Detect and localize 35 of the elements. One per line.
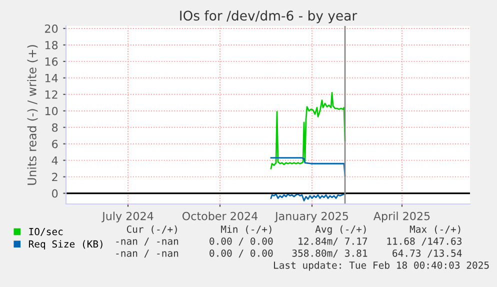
y-tick-label: 8 (52, 123, 58, 132)
line-series (270, 157, 346, 177)
text: Max (-/+) (410, 225, 460, 234)
y-tick-label: 4 (52, 156, 58, 165)
text: -nan / -nan (116, 250, 178, 258)
legend-label: IO/sec (29, 228, 63, 236)
x-tick-label: January 2025 (274, 212, 348, 222)
y-tick-label: 12 (45, 90, 58, 99)
x-tick-label: July 2024 (102, 212, 154, 222)
text: 12.84m/ 7.17 (298, 237, 368, 246)
text: Last update: Tue Feb 18 00:40:03 2025 (274, 261, 489, 271)
x-tick-label: October 2024 (182, 212, 258, 220)
y-tick-label: 2 (52, 172, 58, 182)
text: 0.00 / 0.00 (210, 237, 273, 246)
text: Avg (-/+) (315, 225, 366, 235)
chart-title: IOs for /dev/dm-6 - by year (180, 10, 358, 24)
y-tick-label: 14 (45, 74, 58, 82)
y-axis-title: Units read (-) / write (+) (27, 45, 38, 185)
text: Cur (-/+) (126, 225, 177, 234)
y-tick-label: 16 (45, 57, 58, 66)
line-series (270, 193, 346, 202)
text: 64.73 /13.54 (392, 249, 462, 258)
y-tick-label: 6 (52, 140, 58, 148)
y-tick-label: 10 (45, 106, 58, 116)
text: -nan / -nan (116, 238, 178, 246)
x-tick-label: April 2025 (373, 212, 430, 222)
text: Min (-/+) (221, 225, 272, 234)
text: 0.00 / 0.00 (210, 249, 273, 258)
y-tick-label: 0 (52, 189, 58, 198)
y-tick-label: 18 (45, 40, 58, 50)
line-series (270, 92, 346, 170)
y-tick-label: 20 (45, 24, 58, 33)
text: 11.68 /147.63 (387, 237, 462, 246)
legend-label: Req Size (KB) (28, 240, 102, 250)
text: 358.80m/ 3.81 (292, 249, 368, 258)
